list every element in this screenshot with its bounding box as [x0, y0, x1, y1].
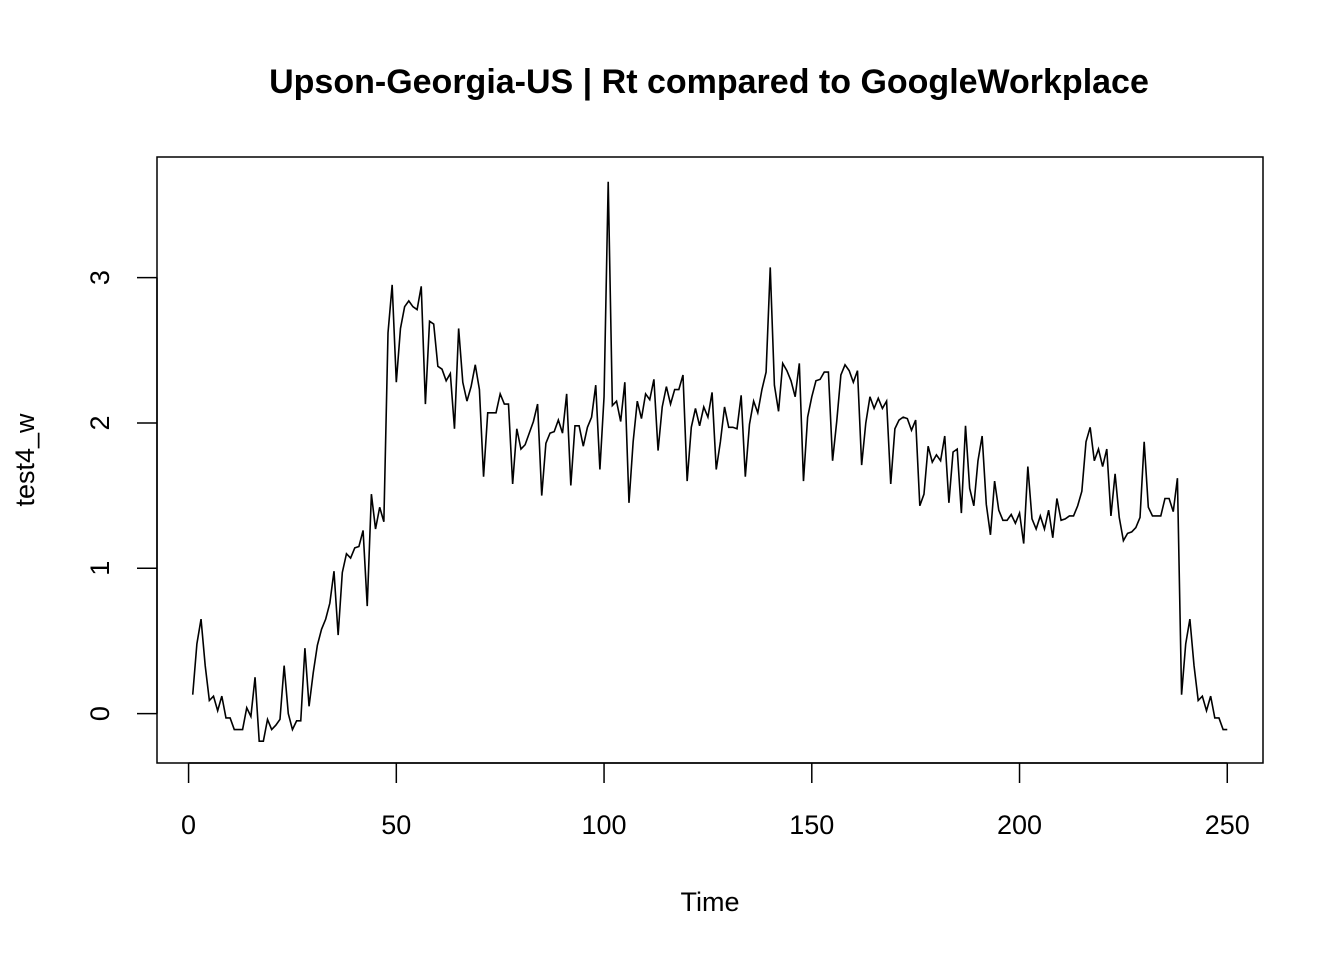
y-tick-label: 3 — [85, 270, 115, 285]
y-tick-label: 0 — [85, 706, 115, 721]
x-tick-label: 150 — [789, 810, 834, 840]
x-axis: 0 50 100 150 200 250 — [181, 762, 1250, 840]
x-tick-label: 250 — [1205, 810, 1250, 840]
y-axis: 0 1 2 3 — [85, 270, 158, 721]
y-axis-label: test4_w — [10, 413, 40, 507]
plot-frame — [156, 156, 1264, 764]
x-tick-label: 100 — [582, 810, 627, 840]
chart-title: Upson-Georgia-US | Rt compared to Google… — [269, 63, 1149, 101]
y-tick-label: 1 — [85, 561, 115, 576]
x-tick-label: 50 — [381, 810, 411, 840]
y-tick-label: 2 — [85, 415, 115, 430]
series-line — [191, 181, 1228, 742]
x-tick-label: 200 — [997, 810, 1042, 840]
x-tick-label: 0 — [181, 810, 196, 840]
x-axis-label: Time — [681, 887, 740, 917]
